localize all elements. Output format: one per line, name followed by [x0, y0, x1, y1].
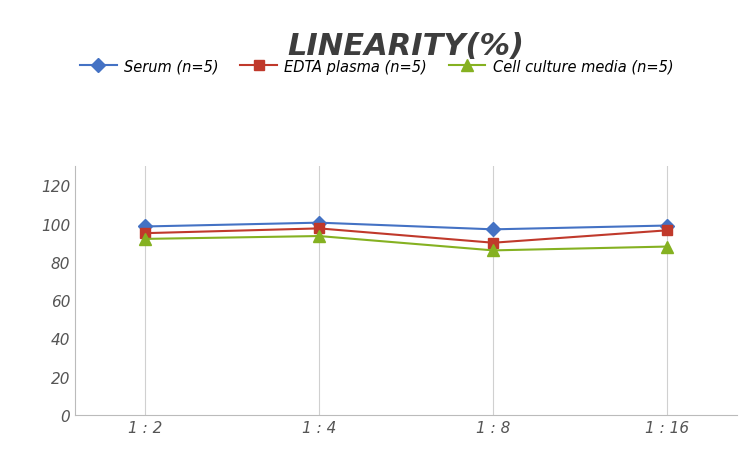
Cell culture media (n=5)	[663, 244, 672, 250]
Text: LINEARITY(%): LINEARITY(%)	[287, 32, 525, 60]
Cell culture media (n=5)	[489, 248, 498, 253]
EDTA plasma (n=5)	[314, 226, 323, 232]
Line: Cell culture media (n=5): Cell culture media (n=5)	[139, 231, 673, 256]
Serum (n=5)	[314, 221, 323, 226]
Line: EDTA plasma (n=5): EDTA plasma (n=5)	[140, 224, 672, 248]
Cell culture media (n=5)	[314, 234, 323, 239]
EDTA plasma (n=5)	[489, 240, 498, 246]
EDTA plasma (n=5)	[141, 231, 150, 236]
Legend: Serum (n=5), EDTA plasma (n=5), Cell culture media (n=5): Serum (n=5), EDTA plasma (n=5), Cell cul…	[76, 55, 678, 79]
Cell culture media (n=5)	[141, 237, 150, 242]
EDTA plasma (n=5)	[663, 228, 672, 234]
Serum (n=5)	[663, 223, 672, 229]
Serum (n=5)	[141, 224, 150, 230]
Line: Serum (n=5): Serum (n=5)	[140, 218, 672, 235]
Serum (n=5)	[489, 227, 498, 233]
